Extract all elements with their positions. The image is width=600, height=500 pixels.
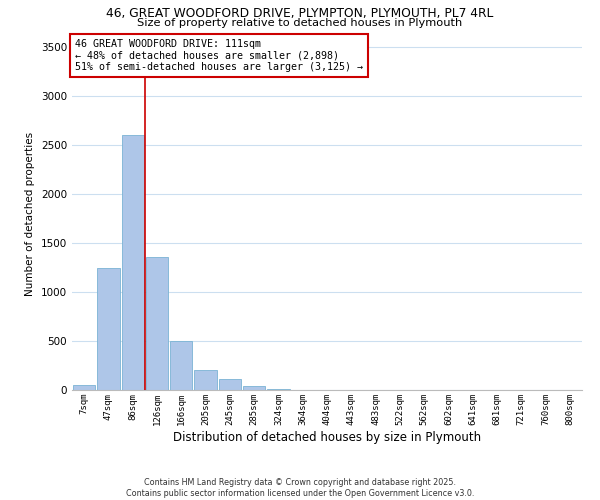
Bar [218, 379, 241, 390]
Text: 46 GREAT WOODFORD DRIVE: 111sqm
← 48% of detached houses are smaller (2,898)
51%: 46 GREAT WOODFORD DRIVE: 111sqm ← 48% of… [74, 40, 362, 72]
Bar [194, 370, 217, 390]
Text: 46, GREAT WOODFORD DRIVE, PLYMPTON, PLYMOUTH, PL7 4RL: 46, GREAT WOODFORD DRIVE, PLYMPTON, PLYM… [106, 8, 494, 20]
Bar [122, 136, 144, 390]
Bar [97, 268, 119, 390]
Bar [146, 257, 168, 390]
Bar [73, 385, 95, 390]
Bar [170, 341, 193, 390]
Text: Size of property relative to detached houses in Plymouth: Size of property relative to detached ho… [137, 18, 463, 28]
Y-axis label: Number of detached properties: Number of detached properties [25, 132, 35, 296]
Bar [243, 386, 265, 390]
X-axis label: Distribution of detached houses by size in Plymouth: Distribution of detached houses by size … [173, 430, 481, 444]
Text: Contains HM Land Registry data © Crown copyright and database right 2025.
Contai: Contains HM Land Registry data © Crown c… [126, 478, 474, 498]
Bar [267, 389, 290, 390]
